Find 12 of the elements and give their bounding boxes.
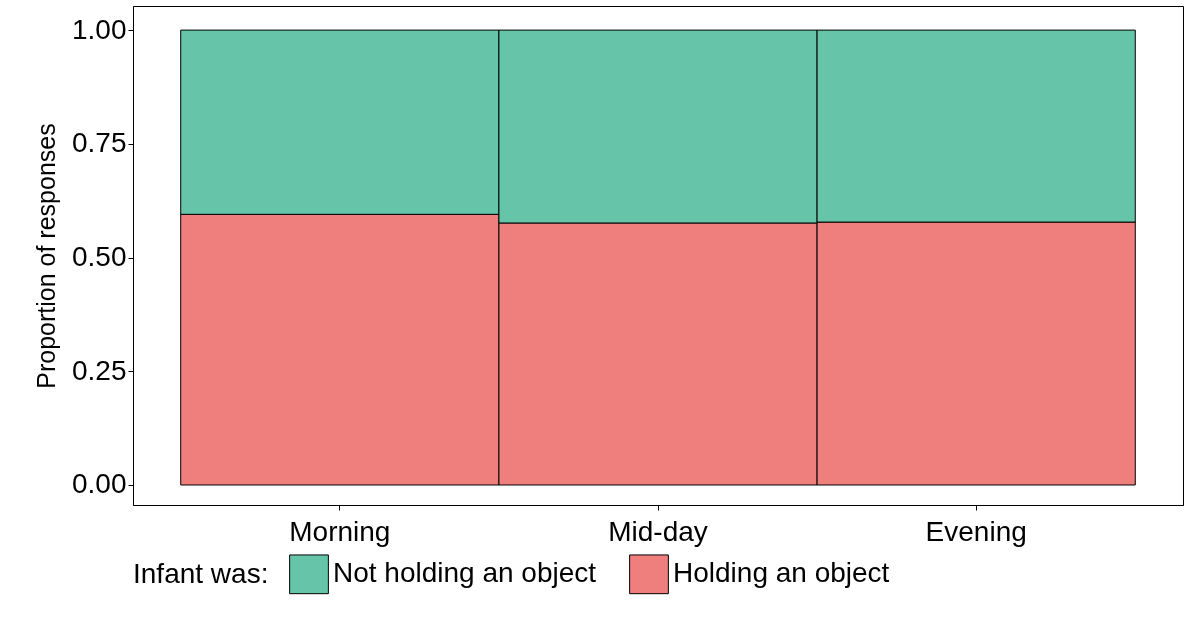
y-tick-label: 0.25 [72, 354, 127, 386]
y-tick-label: 1.00 [72, 13, 127, 45]
y-tick-label: 0.75 [72, 127, 127, 159]
legend-label: Holding an object [673, 557, 890, 589]
x-tick-label: Mid-day [608, 515, 708, 547]
y-axis-title: Proportion of responses [32, 123, 60, 389]
legend-title: Infant was: [133, 558, 269, 589]
x-tick-label: Morning [289, 515, 391, 547]
legend-label: Not holding an object [333, 557, 597, 589]
y-tick-label: 0.00 [72, 468, 127, 500]
y-tick-label: 0.50 [72, 241, 127, 273]
x-tick-label: Evening [925, 515, 1027, 547]
